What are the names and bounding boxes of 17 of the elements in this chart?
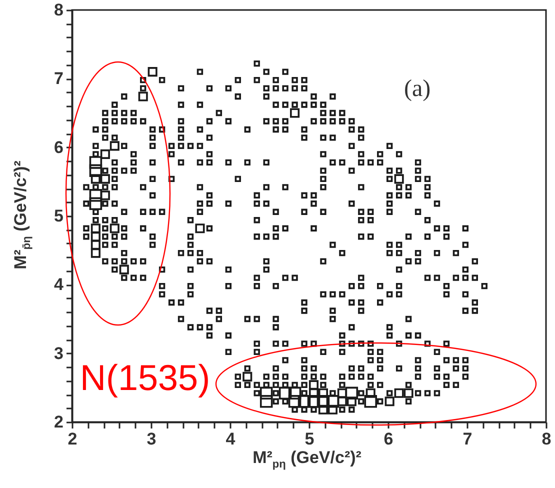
x-axis-title: M²$_{pη}$ (GeV/c²)² [252,448,362,470]
y-tick-label: 5 [54,206,64,226]
annotation: N(1535) [80,357,210,398]
x-tick-label: 7 [462,430,472,448]
y-tick-label: 3 [54,344,64,363]
y-tick-label: 7 [54,69,64,88]
x-tick-label: 3 [146,430,156,448]
x-tick-label: 6 [384,430,394,448]
x-tick-label: 2 [68,430,78,448]
y-tick-label: 2 [54,412,64,432]
x-tick-label: 4 [226,430,236,448]
x-tick-label: 5 [304,430,314,448]
annotation: (a) [404,76,431,103]
y-tick-label: 8 [54,0,64,20]
y-tick-label: 4 [54,275,64,294]
y-tick-label: 6 [54,138,64,157]
x-tick-label: 8 [542,430,552,448]
